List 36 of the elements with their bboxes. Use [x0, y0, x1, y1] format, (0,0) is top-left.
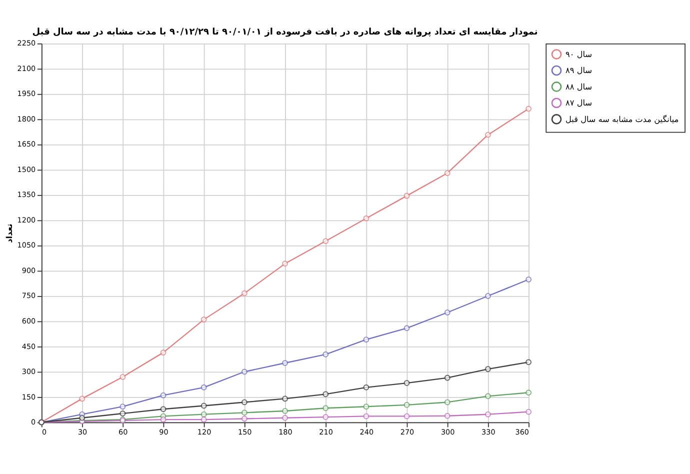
y-tick-label: 600	[22, 316, 36, 326]
y-tick-label: 900	[22, 266, 36, 275]
x-tick-label: 150	[238, 427, 252, 436]
x-tick-label: 30	[78, 427, 88, 436]
y-tick-label: 1800	[17, 114, 36, 124]
legend-label: سال ۸۹	[566, 65, 592, 76]
x-tick-label: 360	[515, 427, 530, 436]
x-tick-label: 270	[400, 427, 415, 436]
x-tick-label: 330	[482, 427, 496, 436]
legend-label: سال ۸۷	[566, 98, 592, 108]
y-tick-label: 1050	[17, 240, 36, 250]
x-tick-label: 120	[197, 427, 212, 436]
legend-label: میانگین مدت مشابه سه سال قبل	[566, 114, 679, 124]
y-tick-label: 0	[31, 418, 36, 427]
x-tick-label: 0	[42, 427, 47, 436]
y-tick-label: 1500	[17, 164, 36, 174]
x-tick-label: 240	[360, 427, 374, 436]
x-tick-label: 300	[440, 427, 456, 436]
y-tick-label: 150	[22, 392, 36, 402]
x-tick-label: 210	[319, 427, 334, 436]
y-tick-label: 1950	[17, 89, 36, 98]
x-tick-label: 90	[159, 427, 169, 436]
y-tick-label: 2100	[17, 64, 36, 73]
legend-label: سال ۸۸	[566, 81, 592, 92]
y-axis-title: تعداد	[4, 224, 14, 243]
y-tick-label: 450	[22, 342, 36, 351]
y-tick-label: 1650	[17, 140, 36, 149]
y-tick-label: 750	[22, 291, 36, 300]
x-tick-label: 60	[118, 427, 128, 436]
legend-label: سال ۹۰	[566, 48, 592, 59]
chart-title: نمودار مقایسه ای تعداد پروانه های صادره در بافت فرسوده از ۹۰/۰۱/۰۱ تا ۹۰/۱۲/۲۹ با مدت مشابه در سه سال قبل	[32, 27, 538, 38]
x-tick-label: 180	[278, 427, 293, 436]
y-tick-label: 2250	[17, 38, 36, 48]
y-tick-label: 1200	[17, 215, 36, 224]
y-tick-label: 1350	[17, 190, 36, 200]
y-tick-label: 300	[22, 367, 36, 376]
